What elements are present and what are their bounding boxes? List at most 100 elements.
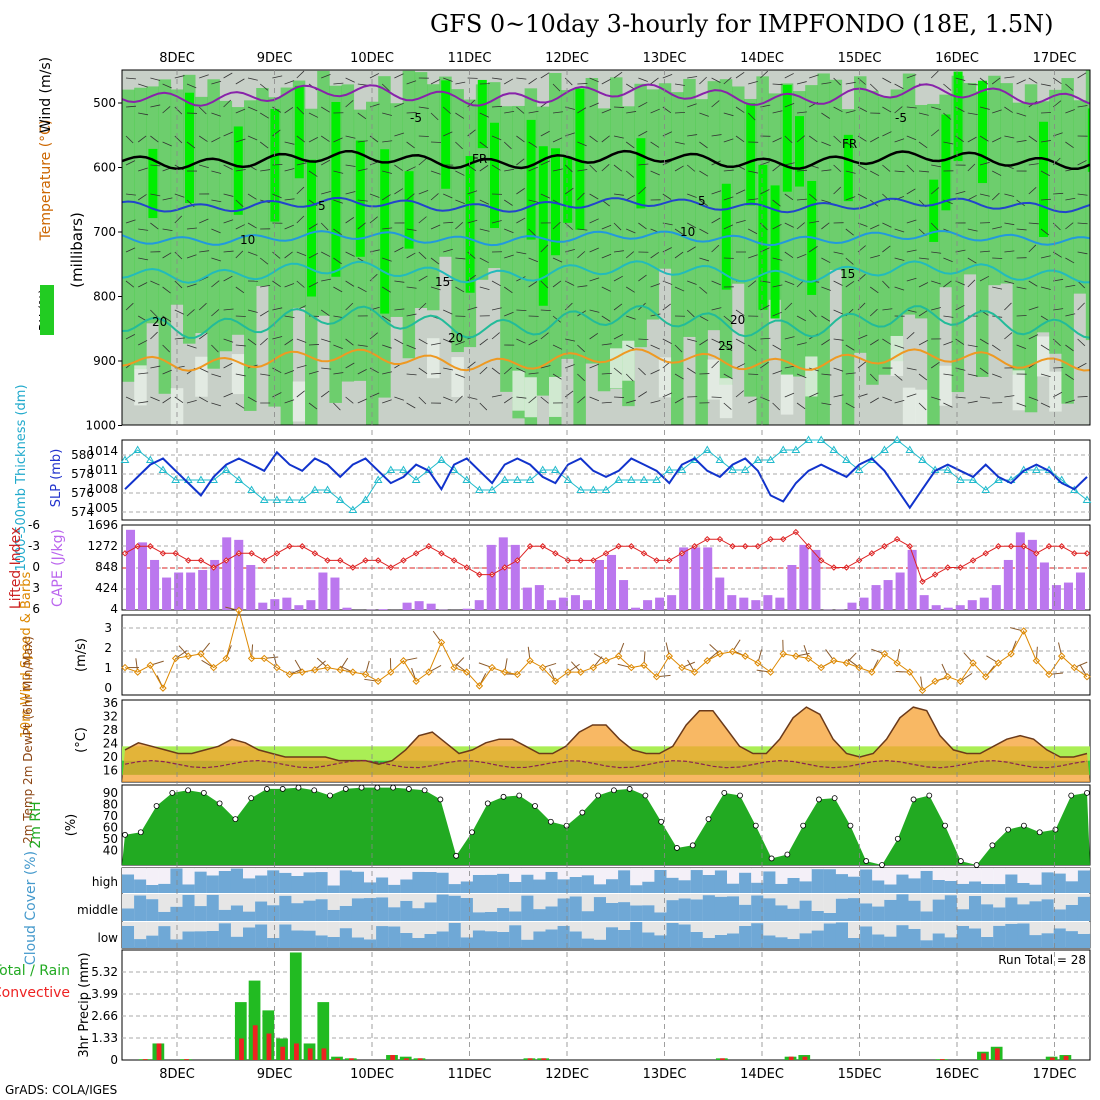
cloud-gap [956,868,970,884]
cloud-bar [569,896,582,921]
cloud-gap [932,894,945,900]
wind-barb [174,396,184,404]
rh-column [207,79,220,369]
wind-barb [320,135,330,142]
cloud-bar [896,874,909,893]
wind-barb [686,164,696,172]
wind-barb [674,344,683,353]
wind-barb [138,282,148,288]
cloud-gap [678,922,691,925]
rh-high-patch [526,119,536,240]
cloud-bar [158,911,171,921]
cape-bar [1027,539,1037,610]
wind-barb [296,186,305,195]
wind-barb [772,164,781,172]
wind-barb [967,163,976,172]
wind-barb [772,370,783,375]
cape-tick-label: 848 [95,560,118,574]
wind-barb [784,336,795,340]
cloud-gap [376,894,389,898]
cloud-bar [956,909,970,921]
cloud-gap [932,868,945,880]
wind-barb [479,228,490,232]
cloud-bar [956,925,970,948]
cloud-gap [678,894,691,899]
cloud-bar [835,922,849,948]
cloud-bar [472,874,486,893]
wind-barb [589,396,600,402]
cloud-gap [823,868,836,870]
cloud-gap [545,894,558,907]
wind-barb [833,251,844,255]
wind-barb [272,251,281,259]
wind-barb [162,228,173,232]
wind-barb [967,136,977,143]
cloud-bar [557,925,570,948]
cloud-bar [642,905,655,921]
cloud-bar [908,878,921,893]
pressure-tick-label: 1000 [85,419,116,433]
wind-barb [406,141,415,149]
wind-barb [699,286,708,294]
wind-barb [223,275,233,282]
cape-bar [799,544,809,610]
cloud-gap [485,868,498,875]
wind-barb [650,251,660,259]
precip-convective-bar [321,1048,327,1060]
cloud-gap [230,868,244,869]
rh-column [878,96,891,375]
wind-barb [516,338,526,344]
cloud-gap [775,868,788,884]
cloud-gap [581,894,594,912]
cloud-gap [364,894,377,899]
cloud-gap [533,894,546,910]
wind-barb [443,131,453,137]
wind-barb [552,111,563,114]
wind-barb [1053,308,1064,311]
cloud-bar [376,897,389,921]
temp-tick-label: 20 [103,750,118,764]
wind-barb [418,275,428,282]
contour-label: 15 [435,275,450,289]
wind-barb [540,280,549,289]
cape-bar [619,580,629,610]
wind-barb [833,338,844,341]
wind-barb [272,367,282,374]
wind-barb [967,400,978,404]
wind-barb [699,228,709,235]
wind-barb [735,338,745,345]
cloud-bar [376,926,389,948]
wind-barb [833,309,843,315]
cloud-bar [811,910,824,921]
wind-barb [1065,257,1075,264]
wind-barb [516,309,527,312]
cape-bar [210,559,220,610]
wind-barb [272,129,281,137]
cloud-bar [134,879,147,893]
cloud-gap [787,894,800,909]
li-line [124,531,1087,583]
wind-barb [150,77,161,81]
wind-barb [138,340,148,346]
wind-barb [235,286,245,294]
wind-barb [430,342,441,346]
wind-barb [186,254,197,259]
cloud-bar [327,937,340,948]
cloud-gap [376,922,389,927]
wind-barb [174,251,183,260]
wind-barb [845,141,855,149]
rh2m-point [358,784,365,791]
wind-barb [174,135,183,144]
cloud-bar [569,931,582,948]
wind-barb [589,135,598,143]
cloud-gap [763,922,776,936]
wind-barb [894,373,903,381]
wind-barb [150,309,158,318]
rh2m-point [484,800,491,807]
rh-tick-label: 50 [103,832,118,846]
cloud-gap [182,868,195,885]
contour-minus5 [122,83,1090,107]
precip-convective-bar [349,1058,354,1060]
cloud-bar [678,924,691,948]
